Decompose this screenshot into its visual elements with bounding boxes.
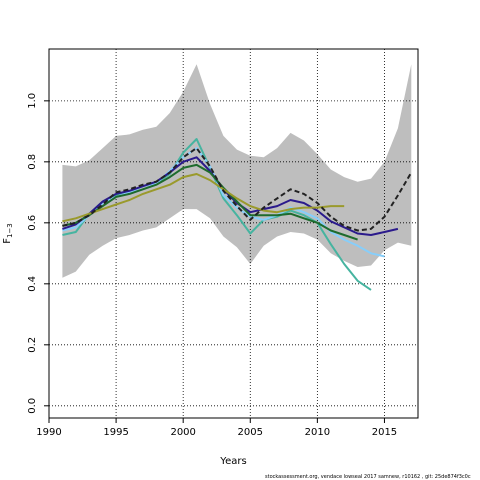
- plot-frame: [48, 48, 419, 419]
- y-axis: 0.0 0.2 0.4 0.6 0.8 1.0: [27, 93, 49, 414]
- x-tick-label: 2005: [238, 427, 263, 438]
- y-axis-title-main: F: [2, 238, 13, 244]
- series-lines: [62, 138, 413, 291]
- series-line-4: [62, 163, 358, 241]
- x-tick-label: 2010: [305, 427, 330, 438]
- x-tick-label: 1995: [103, 427, 128, 438]
- x-axis: 1990 1995 2000 2005 2010 2015: [36, 418, 397, 438]
- footer-credit: stockassessment.org, vendace lowseal 201…: [265, 474, 471, 480]
- y-tick-label: 1.0: [27, 93, 38, 109]
- y-tick-label: 0.8: [27, 154, 38, 170]
- x-axis-title: Years: [219, 456, 246, 467]
- y-axis-title-subscript: 1−3: [6, 223, 14, 238]
- x-tick-label: 2015: [372, 427, 397, 438]
- x-tick-label: 1990: [36, 427, 61, 438]
- series-line-5: [62, 173, 345, 223]
- y-tick-label: 0.2: [27, 337, 38, 353]
- y-axis-title: F1−3: [2, 223, 14, 244]
- x-tick-label: 2000: [170, 427, 195, 438]
- series-line-3: [62, 156, 399, 236]
- y-tick-label: 0.4: [27, 276, 38, 292]
- y-tick-label: 0.0: [27, 398, 38, 414]
- y-tick-label: 0.6: [27, 215, 38, 231]
